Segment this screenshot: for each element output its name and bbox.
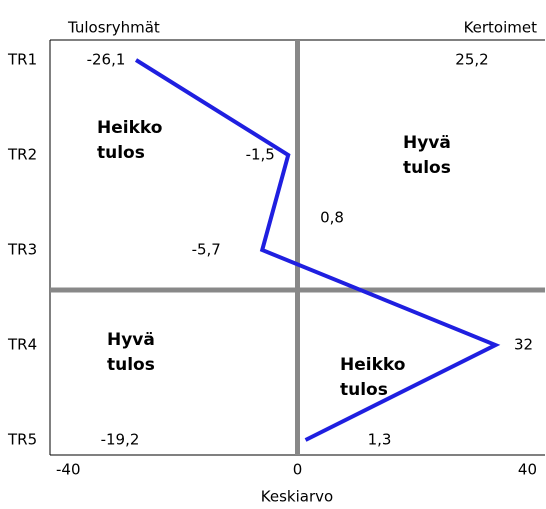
y-tick-label: TR1	[7, 51, 37, 69]
quadrant-label-line: tulos	[97, 143, 145, 163]
x-tick-label: 0	[293, 461, 303, 479]
quadrant-label-line: Heikko	[97, 118, 162, 138]
y-tick-label: TR5	[7, 431, 37, 449]
quadrant-label: Heikko tulos	[340, 355, 405, 400]
y-tick-label: TR2	[7, 146, 37, 164]
quadrant-label: Heikko tulos	[97, 118, 162, 163]
x-tick-label: 40	[518, 461, 537, 479]
quadrant-label-line: tulos	[107, 355, 155, 375]
series-line	[134, 58, 501, 442]
data-label: -1,5	[246, 146, 275, 164]
quadrant-label: Hyvä tulos	[107, 330, 155, 375]
annotation: -19,2	[101, 431, 140, 449]
y2-axis-title: Kertoimet	[464, 19, 538, 37]
data-label: -26,1	[87, 51, 126, 69]
x-axis-title: Keskiarvo	[261, 488, 333, 506]
data-label: 32	[514, 336, 533, 354]
quadrant-label-line: Hyvä	[107, 330, 155, 350]
y-axis-title: Tulosryhmät	[67, 19, 160, 37]
quadrant-label-line: tulos	[340, 380, 388, 400]
data-label: -5,7	[192, 241, 221, 259]
quadrant-label-line: Heikko	[340, 355, 405, 375]
quadrant-label-line: Hyvä	[403, 133, 451, 153]
y-tick-label: TR4	[7, 336, 37, 354]
quadrant-label-line: tulos	[403, 158, 451, 178]
annotation: 25,2	[455, 51, 488, 69]
x-tick-label: -40	[56, 461, 81, 479]
data-label: 1,3	[368, 431, 392, 449]
annotation: 0,8	[320, 209, 344, 227]
quadrant-label: Hyvä tulos	[403, 133, 451, 178]
y-tick-label: TR3	[7, 241, 37, 259]
